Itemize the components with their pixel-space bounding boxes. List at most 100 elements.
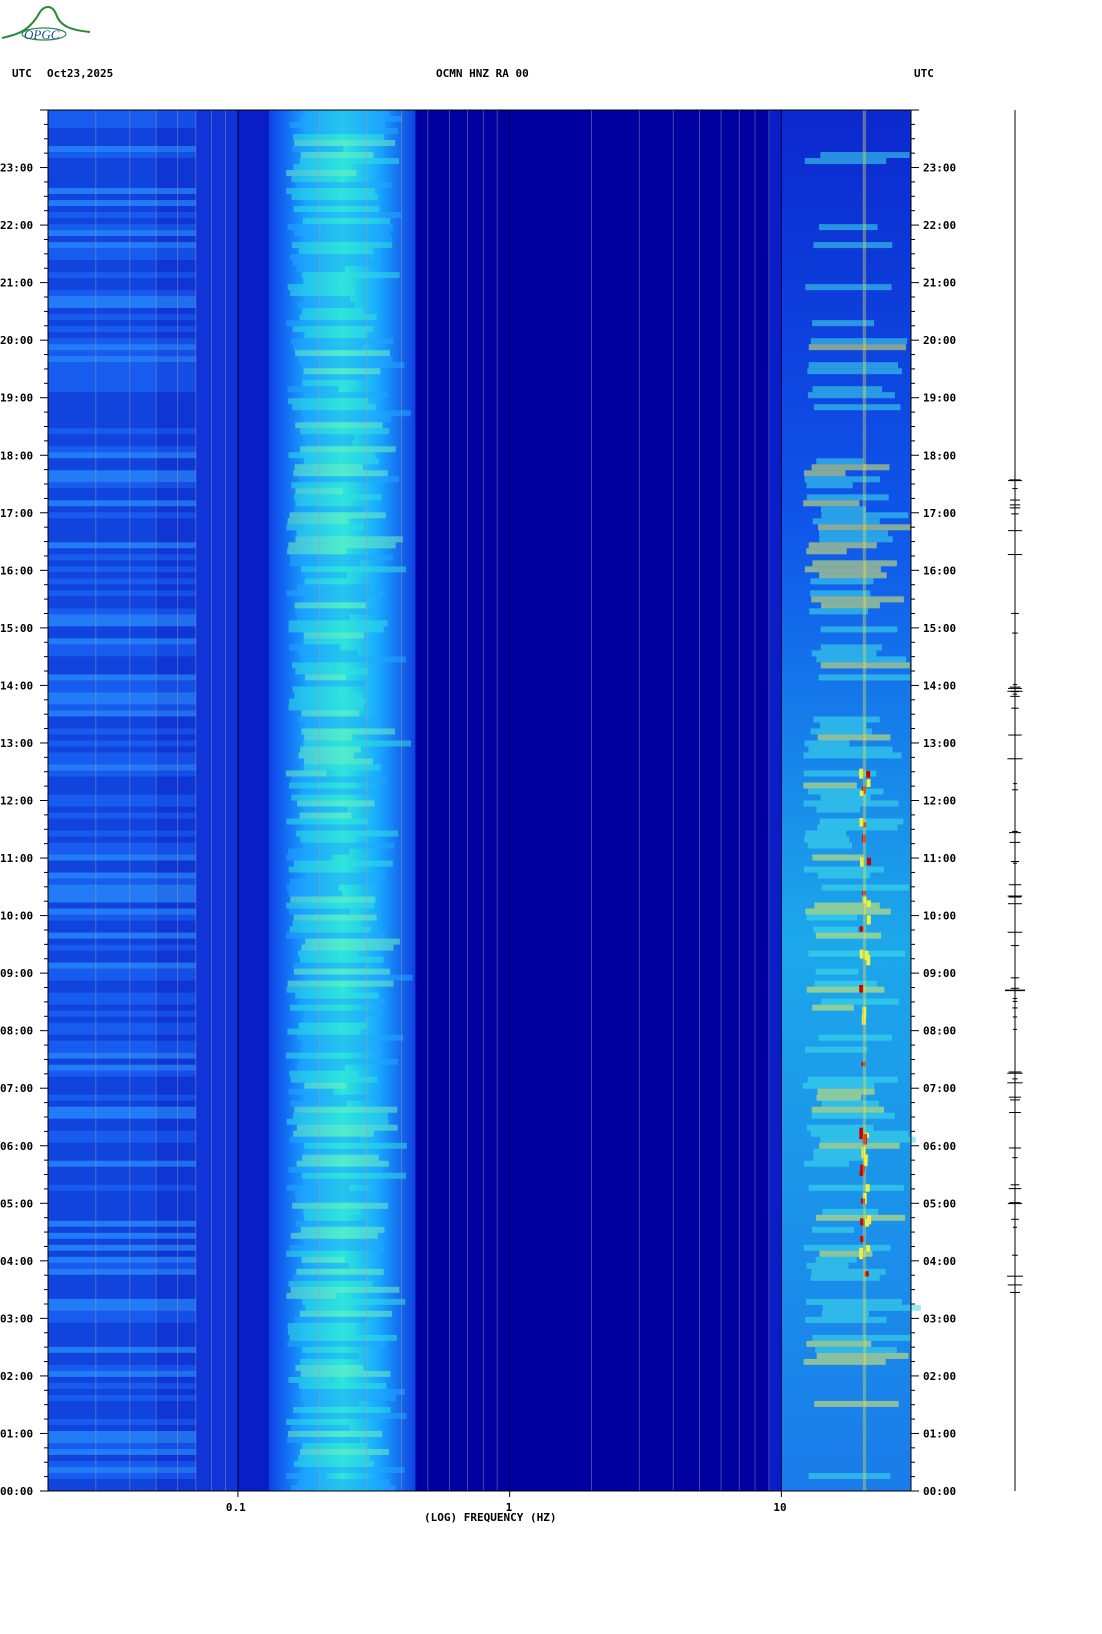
texture-row bbox=[289, 1244, 384, 1251]
texture-row bbox=[289, 1334, 397, 1341]
hot-spot bbox=[866, 915, 871, 925]
y-tick-label-right: 16:00 bbox=[923, 564, 956, 577]
texture-row bbox=[811, 596, 904, 603]
texture-row bbox=[48, 680, 196, 687]
texture-row bbox=[304, 722, 382, 729]
texture-row bbox=[815, 1346, 897, 1353]
texture-row bbox=[48, 1442, 196, 1449]
hot-spot bbox=[866, 1245, 871, 1252]
texture-row bbox=[810, 1274, 880, 1281]
texture-row bbox=[48, 1430, 196, 1437]
texture-row bbox=[296, 830, 399, 837]
texture-row bbox=[292, 326, 374, 333]
texture-row bbox=[295, 182, 392, 189]
texture-row bbox=[48, 986, 196, 993]
texture-row bbox=[821, 512, 909, 519]
hot-spot bbox=[859, 984, 864, 993]
texture-row bbox=[299, 998, 385, 1005]
texture-row bbox=[809, 608, 869, 615]
texture-row bbox=[296, 530, 347, 537]
texture-row bbox=[301, 1172, 407, 1179]
texture-row bbox=[48, 1208, 196, 1215]
texture-row bbox=[293, 860, 393, 867]
texture-row bbox=[287, 1340, 386, 1347]
y-tick-label-left: 04:00 bbox=[0, 1255, 33, 1268]
texture-row bbox=[291, 176, 332, 183]
texture-row bbox=[293, 962, 366, 969]
y-tick-label-left: 20:00 bbox=[0, 334, 33, 347]
texture-row bbox=[48, 584, 196, 591]
texture-row bbox=[288, 704, 364, 711]
texture-row bbox=[48, 1052, 196, 1059]
texture-row bbox=[48, 866, 196, 873]
y-tick-label-left: 22:00 bbox=[0, 219, 33, 232]
texture-row bbox=[295, 1220, 366, 1227]
texture-row bbox=[48, 548, 196, 555]
hot-spot bbox=[861, 1014, 866, 1025]
texture-row bbox=[296, 1196, 377, 1203]
texture-row bbox=[808, 950, 906, 957]
texture-row bbox=[48, 1298, 196, 1305]
hot-spot bbox=[866, 779, 871, 787]
texture-row bbox=[48, 374, 196, 381]
texture-row bbox=[815, 968, 859, 975]
texture-row bbox=[303, 740, 412, 747]
texture-row bbox=[303, 1238, 383, 1245]
texture-row bbox=[300, 1370, 391, 1377]
texture-row bbox=[48, 686, 196, 693]
texture-row bbox=[803, 782, 857, 789]
texture-row bbox=[304, 332, 367, 339]
texture-row bbox=[48, 740, 196, 747]
texture-row bbox=[48, 896, 196, 903]
texture-row bbox=[804, 1160, 849, 1167]
texture-row bbox=[48, 758, 196, 765]
texture-row bbox=[48, 920, 196, 927]
hot-spot bbox=[859, 1247, 864, 1260]
texture-row bbox=[48, 908, 196, 915]
texture-row bbox=[48, 746, 196, 753]
texture-row bbox=[811, 1268, 886, 1275]
hot-spot bbox=[865, 1219, 870, 1227]
texture-row bbox=[817, 734, 891, 741]
texture-row bbox=[48, 752, 196, 759]
opgc-logo: OPGC bbox=[0, 0, 100, 48]
texture-row bbox=[300, 836, 356, 843]
texture-row bbox=[302, 380, 357, 387]
texture-row bbox=[48, 1202, 196, 1209]
texture-row bbox=[300, 446, 396, 453]
texture-row bbox=[48, 608, 196, 615]
texture-row bbox=[296, 1124, 398, 1131]
texture-row bbox=[304, 1262, 349, 1269]
texture-row bbox=[48, 764, 196, 771]
texture-row bbox=[806, 986, 885, 993]
texture-row bbox=[48, 1388, 196, 1395]
texture-row bbox=[811, 1106, 885, 1113]
texture-row bbox=[816, 656, 907, 663]
texture-row bbox=[48, 398, 196, 405]
texture-row bbox=[818, 524, 911, 531]
y-tick-label-left: 00:00 bbox=[0, 1485, 33, 1498]
texture-row bbox=[302, 1040, 379, 1047]
texture-row bbox=[48, 1418, 196, 1425]
texture-row bbox=[821, 884, 909, 891]
texture-row bbox=[48, 530, 196, 537]
y-tick-label-right: 08:00 bbox=[923, 1025, 956, 1038]
texture-row bbox=[303, 632, 364, 639]
y-tick-label-right: 19:00 bbox=[923, 392, 956, 405]
texture-row bbox=[301, 1466, 405, 1473]
texture-row bbox=[290, 290, 355, 297]
y-tick-label-right: 06:00 bbox=[923, 1140, 956, 1153]
y-tick-label-right: 18:00 bbox=[923, 449, 956, 462]
hot-spot bbox=[865, 1184, 870, 1192]
texture-row bbox=[48, 1238, 196, 1245]
texture-row bbox=[48, 1058, 196, 1065]
texture-row bbox=[288, 452, 376, 459]
texture-row bbox=[805, 908, 891, 915]
y-tick-label-right: 07:00 bbox=[923, 1082, 956, 1095]
texture-row bbox=[296, 266, 345, 273]
texture-row bbox=[295, 1190, 371, 1197]
texture-row bbox=[48, 488, 196, 495]
texture-row bbox=[810, 338, 908, 345]
texture-row bbox=[302, 1016, 366, 1023]
texture-row bbox=[48, 1100, 196, 1107]
